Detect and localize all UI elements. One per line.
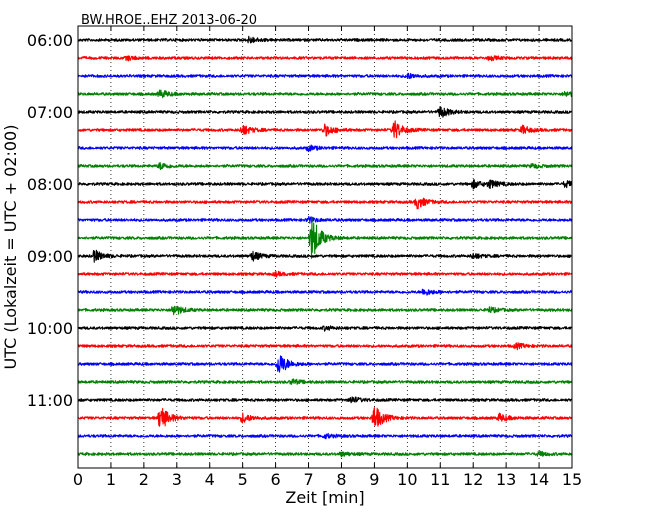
- x-tick-label: 1: [106, 470, 116, 489]
- x-tick-label: 10: [397, 470, 417, 489]
- seismic-trace: [77, 342, 573, 351]
- seismic-trace: [77, 288, 573, 296]
- x-axis: 0 1 2 3 4 5 6 7 8 9 10 11 12 13 14 15: [73, 26, 582, 489]
- seismic-trace: [77, 407, 573, 427]
- seismic-trace: [77, 215, 573, 224]
- x-tick-label: 11: [430, 470, 450, 489]
- seismic-trace: [77, 378, 573, 385]
- seismic-trace: [77, 120, 573, 139]
- seismic-trace: [77, 270, 573, 278]
- x-tick-label: 5: [238, 470, 248, 489]
- x-tick-label: 15: [562, 470, 582, 489]
- y-tick-label: 10:00: [27, 319, 73, 338]
- seismic-trace: [77, 216, 573, 259]
- seismic-trace: [77, 89, 573, 99]
- seismic-trace: [77, 179, 573, 190]
- seismic-trace: [77, 396, 573, 404]
- seismic-trace: [77, 450, 573, 458]
- chart-title: BW.HROE..EHZ 2013-06-20: [81, 13, 257, 28]
- seismic-trace: [77, 249, 573, 263]
- x-tick-label: 6: [271, 470, 281, 489]
- y-axis: 06:00 07:00 08:00 09:00 10:00 11:00: [27, 31, 83, 410]
- plot-frame: [77, 25, 573, 469]
- seismic-trace: [77, 325, 573, 332]
- x-tick-label: 8: [336, 470, 346, 489]
- seismic-trace: [77, 197, 573, 210]
- y-tick-label: 07:00: [27, 103, 73, 122]
- seismic-trace: [77, 72, 573, 79]
- x-tick-label: 12: [463, 470, 483, 489]
- trace-group: [77, 35, 573, 458]
- y-axis-label: UTC (Lokalzeit = UTC + 02:00): [1, 125, 20, 370]
- y-tick-label: 08:00: [27, 175, 73, 194]
- x-tick-label: 3: [172, 470, 182, 489]
- seismic-trace: [77, 305, 573, 316]
- y-tick-label: 06:00: [27, 31, 73, 50]
- x-axis-label: Zeit [min]: [285, 488, 364, 507]
- seismic-trace: [77, 355, 573, 373]
- seismic-trace: [77, 55, 573, 62]
- x-tick-label: 9: [369, 470, 379, 489]
- grid-lines: [110, 26, 540, 468]
- x-tick-label: 7: [303, 470, 313, 489]
- seismic-trace: [77, 144, 573, 153]
- seismic-trace: [77, 35, 573, 44]
- x-tick-label: 2: [139, 470, 149, 489]
- seismic-trace: [77, 106, 573, 118]
- plot-area: [78, 26, 572, 468]
- x-tick-label: 4: [205, 470, 215, 489]
- x-tick-label: 14: [529, 470, 549, 489]
- seismic-trace: [77, 162, 573, 171]
- x-tick-label: 13: [496, 470, 516, 489]
- y-tick-label: 11:00: [27, 391, 73, 410]
- seismic-trace: [77, 432, 573, 440]
- y-tick-label: 09:00: [27, 247, 73, 266]
- x-tick-label: 0: [73, 470, 83, 489]
